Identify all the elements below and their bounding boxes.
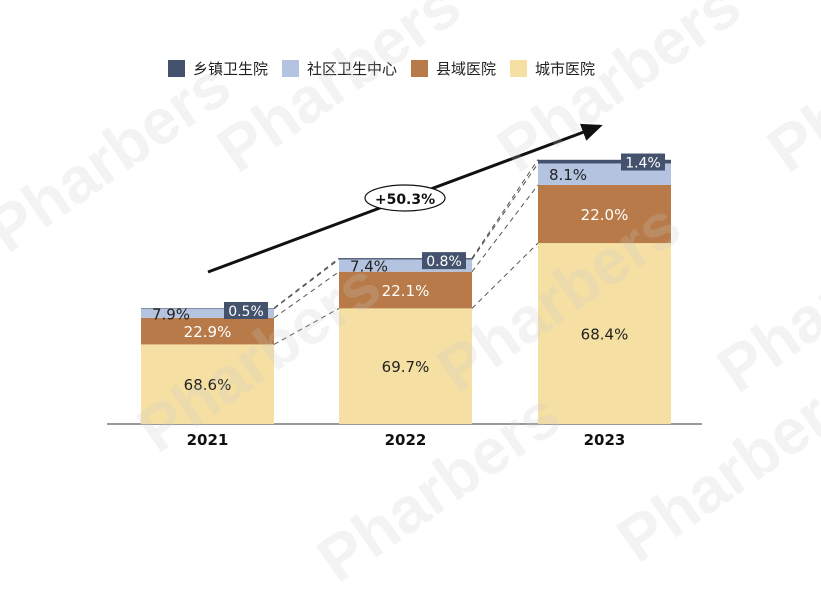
bar-city-2021 — [141, 344, 274, 424]
data-label-county-2022: 22.1% — [382, 282, 430, 300]
connector-county-0 — [273, 271, 340, 319]
legend-item-city: 城市医院 — [510, 58, 595, 79]
connector-community-1 — [471, 163, 539, 260]
x-tick-label-2022: 2022 — [385, 431, 427, 449]
legend-item-township: 乡镇卫生院 — [168, 58, 268, 79]
legend-label-county: 县域医院 — [436, 60, 497, 78]
legend-label-township: 乡镇卫生院 — [193, 60, 269, 78]
bar-township-2021 — [141, 308, 274, 309]
growth-annotation: +50.3% — [375, 192, 435, 208]
data-label-community-2021: 7.9% — [152, 305, 190, 323]
bar-city-2023 — [538, 243, 671, 424]
bar-city-2022 — [339, 308, 472, 424]
legend-item-community: 社区卫生中心 — [282, 58, 397, 79]
data-label-city-2023: 68.4% — [581, 326, 629, 344]
connector-township-1 — [471, 159, 539, 259]
legend-swatch-township — [168, 60, 185, 77]
label-box-township-2022 — [422, 252, 466, 270]
growth-annotation-ellipse — [364, 184, 446, 212]
data-label-community-2023: 8.1% — [549, 166, 587, 184]
bar-township-2022 — [339, 258, 472, 260]
label-box-township-2023 — [621, 153, 665, 171]
legend: 乡镇卫生院 社区卫生中心 县域医院 城市医院 — [168, 58, 609, 79]
legend-label-community: 社区卫生中心 — [307, 60, 398, 78]
connector-city-1 — [471, 242, 539, 309]
label-box-township-2021 — [224, 302, 268, 319]
legend-swatch-county — [411, 60, 429, 77]
legend-swatch-community — [282, 60, 300, 77]
stacked-bar-chart: 68.6% 22.9%7.9% 0.5% 2021 69.7% 22.1% 7.4% 0.8%… — [107, 123, 702, 449]
data-label-city-2021: 68.6% — [184, 376, 232, 394]
data-label-county-2023: 22.0% — [581, 206, 629, 224]
bar-county-2021 — [141, 317, 274, 345]
data-label-city-2022: 69.7% — [382, 358, 430, 376]
connector-township-0 — [273, 257, 340, 309]
connector-county-1 — [471, 184, 539, 273]
legend-swatch-city — [510, 60, 528, 77]
data-label-township-2022: 0.8% — [426, 254, 462, 270]
data-label-county-2021: 22.9% — [184, 323, 232, 341]
bar-county-2022 — [339, 271, 472, 309]
bar-county-2023 — [538, 184, 671, 244]
connector-community-0 — [273, 259, 340, 310]
bar-community-2021 — [141, 308, 274, 318]
x-tick-label-2023: 2023 — [584, 431, 626, 449]
legend-label-city: 城市医院 — [535, 60, 596, 78]
connector-city-0 — [273, 307, 340, 345]
data-label-township-2021: 0.5% — [228, 304, 264, 320]
x-tick-label-2021: 2021 — [187, 431, 229, 449]
data-label-community-2022: 7.4% — [350, 258, 388, 276]
data-label-township-2023: 1.4% — [625, 156, 661, 172]
legend-item-county: 县域医院 — [411, 58, 496, 79]
bar-township-2023 — [538, 159, 671, 164]
